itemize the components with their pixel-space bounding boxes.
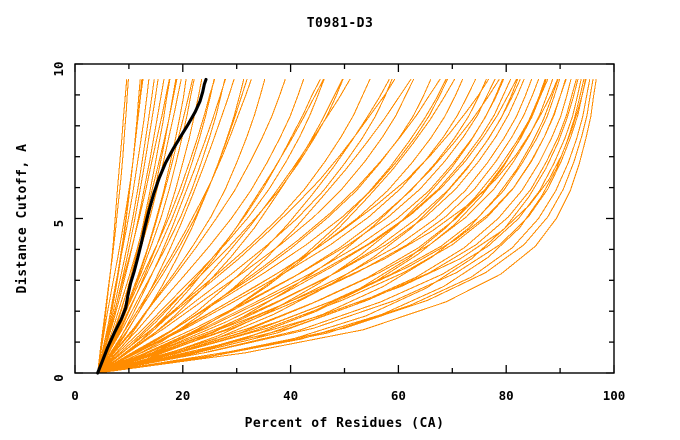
- prediction-curve: [97, 78, 143, 374]
- prediction-curve: [97, 78, 597, 374]
- prediction-curve: [97, 78, 585, 374]
- x-axis-tick-label: 100: [603, 388, 626, 403]
- prediction-curve: [97, 78, 390, 374]
- x-axis-tick-label: 80: [499, 388, 514, 403]
- prediction-curve: [97, 78, 579, 374]
- prediction-curve: [97, 78, 305, 374]
- prediction-curve: [97, 78, 591, 374]
- prediction-curve: [97, 78, 561, 374]
- prediction-curve: [97, 78, 496, 374]
- prediction-curve: [97, 78, 477, 374]
- prediction-curve: [97, 78, 194, 374]
- prediction-curve: [97, 78, 150, 374]
- prediction-curve: [97, 78, 540, 374]
- x-axis-tick-label: 40: [283, 388, 298, 403]
- prediction-curve: [97, 78, 415, 374]
- x-axis-tick-label: 60: [391, 388, 406, 403]
- prediction-curve: [97, 78, 165, 374]
- prediction-curve: [97, 78, 549, 374]
- prediction-curve: [97, 78, 582, 374]
- prediction-curve: [97, 78, 517, 374]
- prediction-curve: [97, 78, 487, 374]
- prediction-curve: [97, 78, 455, 374]
- prediction-curve: [97, 78, 572, 374]
- prediction-curve: [97, 78, 226, 374]
- target-curve: [96, 77, 208, 375]
- axis-layer: [74, 63, 615, 374]
- y-axis-tick-label: 0: [51, 374, 66, 382]
- x-axis-tick-label: 20: [175, 388, 190, 403]
- prediction-curve: [97, 78, 577, 374]
- prediction-curve: [97, 78, 594, 374]
- prediction-curve: [97, 78, 559, 374]
- x-axis-label: Percent of Residues (CA): [245, 416, 445, 431]
- y-axis-tick-label: 10: [51, 61, 66, 76]
- prediction-curve: [97, 78, 182, 374]
- prediction-curve: [97, 78, 235, 374]
- prediction-curve: [97, 78, 343, 374]
- y-axis-tick-label: 5: [51, 220, 66, 228]
- prediction-curve: [97, 78, 489, 374]
- prediction-curve: [97, 78, 325, 374]
- prediction-curve: [97, 78, 587, 374]
- prediction-curve: [97, 78, 500, 374]
- prediction-curve: [97, 78, 155, 374]
- prediction-curve: [97, 78, 567, 374]
- prediction-curve: [97, 78, 525, 374]
- prediction-curve: [97, 78, 464, 374]
- prediction-curve: [97, 78, 159, 374]
- y-axis-label: Distance Cutoff, A: [15, 144, 30, 294]
- prediction-curve: [97, 78, 129, 374]
- prediction-curve: [97, 78, 128, 374]
- prediction-curve: [97, 78, 412, 374]
- prediction-curve: [97, 78, 252, 374]
- prediction-curve: [97, 78, 325, 374]
- series-layer: [96, 77, 597, 375]
- prediction-curve: [97, 78, 248, 374]
- prediction-curve: [97, 78, 554, 374]
- prediction-curve: [97, 78, 321, 374]
- prediction-curve: [97, 78, 266, 374]
- prediction-curve: [97, 78, 141, 374]
- axis-label-layer: 0 20 40 60 80 100 0 5 10 Percent of Residues (CA)…: [15, 61, 625, 431]
- prediction-curve: [97, 78, 586, 374]
- prediction-curve: [97, 78, 396, 374]
- prediction-curve: [97, 78, 215, 374]
- prediction-curve: [97, 78, 533, 374]
- prediction-curve: [97, 78, 441, 374]
- prediction-curve: [97, 78, 286, 374]
- prediction-curve: [97, 78, 351, 374]
- prediction-curve: [97, 78, 226, 374]
- prediction-curve: [97, 78, 521, 374]
- chart-title: T0981-D3: [306, 16, 374, 31]
- x-axis-tick-label: 0: [71, 388, 79, 403]
- prediction-curve: [97, 78, 447, 374]
